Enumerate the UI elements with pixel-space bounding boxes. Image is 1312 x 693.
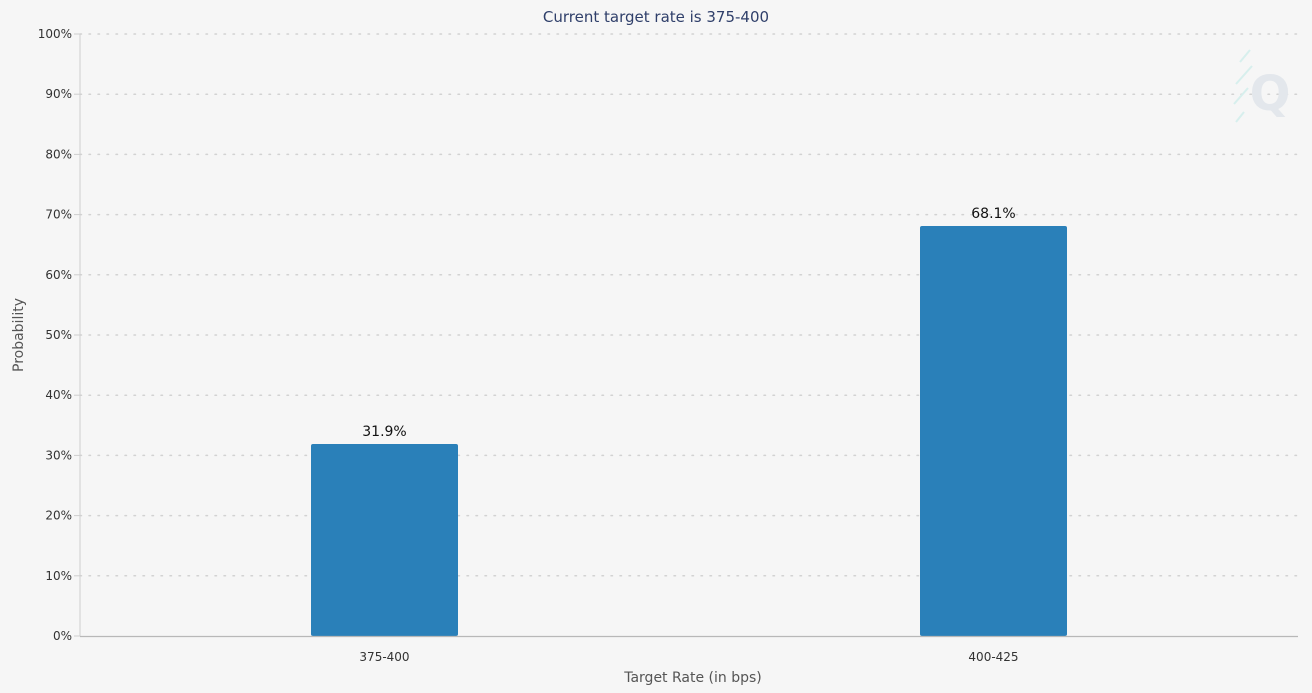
x-tick-label: 375-400 — [359, 650, 409, 664]
y-tick-label: 60% — [45, 268, 72, 282]
y-tick-label: 50% — [45, 328, 72, 342]
bar-400-425[interactable] — [920, 226, 1067, 636]
bars — [311, 226, 1067, 636]
data-label: 31.9% — [362, 424, 406, 440]
y-tick-label: 10% — [45, 569, 72, 583]
data-labels: 31.9% 68.1% — [362, 206, 1015, 440]
x-axis-title: Target Rate (in bps) — [623, 670, 762, 686]
y-tick-label: 40% — [45, 388, 72, 402]
y-axis-ticks: 0% 10% 20% 30% 40% 50% 60% 70% 80% 90% 100% — [38, 27, 80, 643]
gridlines — [79, 33, 1299, 577]
y-tick-label: 20% — [45, 509, 72, 523]
y-tick-label: 90% — [45, 87, 72, 101]
y-tick-label: 80% — [45, 147, 72, 161]
y-axis-title: Probability — [11, 298, 27, 372]
y-tick-label: 0% — [53, 629, 72, 643]
watermark-logo: Q — [1233, 49, 1291, 123]
chart-title: Current target rate is 375-400 — [543, 8, 769, 26]
y-tick-label: 30% — [45, 448, 72, 462]
y-tick-label: 100% — [38, 27, 72, 41]
y-tick-label: 70% — [45, 208, 72, 222]
watermark-letter: Q — [1250, 66, 1291, 122]
bar-375-400[interactable] — [311, 443, 458, 636]
data-label: 68.1% — [971, 206, 1015, 222]
x-axis-ticks: 375-400 400-425 — [359, 650, 1018, 664]
x-tick-label: 400-425 — [968, 650, 1018, 664]
